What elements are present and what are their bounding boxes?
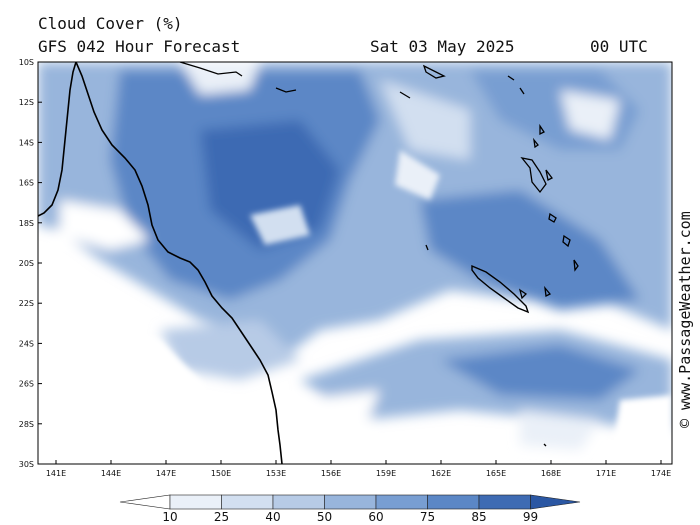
legend-low-arrow	[119, 494, 171, 510]
lat-tick-label: 28S	[19, 420, 34, 429]
legend-level-label: 10	[162, 510, 177, 524]
lon-tick-label: 147E	[156, 469, 176, 478]
forecast-date: Sat 03 May 2025	[370, 37, 515, 56]
lat-tick-label: 30S	[19, 460, 34, 469]
lat-tick-label: 24S	[19, 339, 34, 348]
forecast-time: 00 UTC	[590, 37, 648, 56]
coastline-vanuatu	[518, 123, 579, 300]
legend-swatch	[221, 494, 274, 510]
lat-tick-label: 20S	[19, 259, 34, 268]
lat-tick-label: 18S	[19, 219, 34, 228]
legend-level-label: 75	[420, 510, 435, 524]
legend-level-label: 40	[265, 510, 280, 524]
coastline-islands-north	[179, 62, 547, 447]
lon-tick-label: 156E	[321, 469, 341, 478]
lon-tick-label: 153E	[266, 469, 286, 478]
legend-level-label: 99	[523, 510, 538, 524]
latitude-axis: 10S 12S 14S 16S 18S 20S 22S 24S 26S 28S 30S	[19, 58, 42, 469]
color-legend: 10 25 40 50 60 75 85 99	[119, 494, 581, 524]
lon-tick-label: 141E	[46, 469, 66, 478]
lat-tick-label: 12S	[19, 98, 34, 107]
lon-tick-label: 165E	[486, 469, 506, 478]
legend-level-label: 25	[214, 510, 229, 524]
legend-level-label: 85	[471, 510, 486, 524]
map-title: Cloud Cover (%)	[38, 14, 183, 33]
legend-swatch	[375, 494, 428, 510]
legend-swatch	[427, 494, 480, 510]
lon-tick-label: 174E	[651, 469, 671, 478]
legend-level-label: 60	[368, 510, 383, 524]
coastline-australia	[38, 62, 283, 464]
legend-high-arrow	[530, 494, 581, 510]
lon-tick-label: 150E	[211, 469, 231, 478]
forecast-label: GFS 042 Hour Forecast	[38, 37, 241, 56]
longitude-axis: 141E 144E 147E 150E 153E 156E 159E 162E 165E 168E…	[46, 460, 671, 478]
legend-level-label: 50	[317, 510, 332, 524]
lon-tick-label: 168E	[541, 469, 561, 478]
lat-tick-label: 14S	[19, 138, 34, 147]
legend-swatch	[169, 494, 222, 510]
lon-tick-label: 144E	[101, 469, 121, 478]
lat-tick-label: 26S	[19, 380, 34, 389]
lat-tick-label: 10S	[19, 58, 34, 67]
lon-tick-label: 159E	[376, 469, 396, 478]
lat-tick-label: 16S	[19, 179, 34, 188]
legend-swatch	[478, 494, 531, 510]
watermark-text: © www.PassageWeather.com	[676, 211, 694, 428]
lat-tick-label: 22S	[19, 299, 34, 308]
cloud-field	[38, 62, 672, 464]
legend-swatch	[272, 494, 325, 510]
legend-swatch	[324, 494, 377, 510]
lon-tick-label: 162E	[431, 469, 451, 478]
coastline-new-caledonia	[471, 264, 530, 314]
lon-tick-label: 171E	[596, 469, 616, 478]
